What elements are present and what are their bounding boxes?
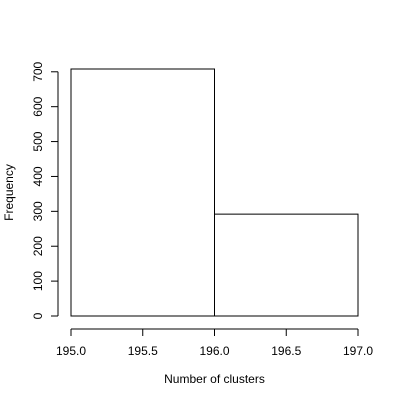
x-axis-title: Number of clusters — [164, 372, 265, 386]
y-tick-label: 0 — [31, 312, 45, 319]
bars-group — [70, 68, 359, 317]
y-tick-label: 300 — [31, 201, 45, 221]
y-axis: 0 100 200 300 400 500 600 700 — [31, 61, 59, 319]
y-axis-title: Frequency — [2, 164, 16, 221]
histogram-bar-2 — [214, 213, 359, 317]
y-tick-label: 400 — [31, 166, 45, 186]
y-tick-label: 700 — [31, 61, 45, 81]
x-axis: 195.0 195.5 196.0 196.5 197.0 — [56, 328, 373, 358]
y-tick-label: 100 — [31, 271, 45, 291]
y-tick-label: 500 — [31, 131, 45, 151]
x-tick-label: 195.5 — [128, 344, 158, 358]
x-tick-label: 197.0 — [343, 344, 373, 358]
x-tick-label: 195.0 — [56, 344, 86, 358]
y-tick-label: 600 — [31, 96, 45, 116]
y-tick-label: 200 — [31, 236, 45, 256]
x-tick-label: 196.0 — [199, 344, 229, 358]
histogram-bar-1 — [70, 68, 215, 317]
x-tick-label: 196.5 — [271, 344, 301, 358]
